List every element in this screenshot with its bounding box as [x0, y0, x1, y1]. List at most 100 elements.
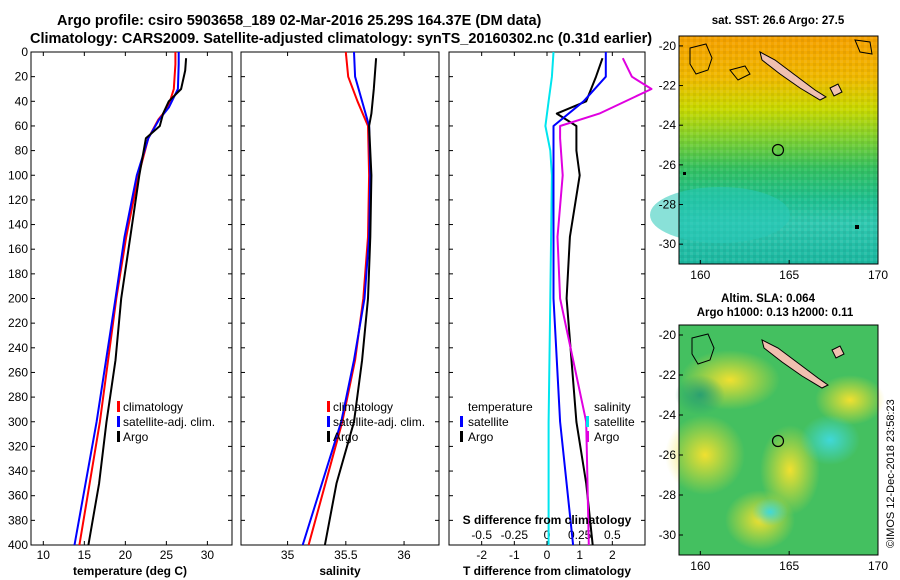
- y-tick-label: 260: [8, 365, 28, 379]
- x-tick-label: 30: [201, 548, 215, 562]
- x-tick-label: -1: [509, 548, 520, 562]
- series-line-s-argo: [556, 57, 653, 546]
- difference-xlabel: T difference from climatology: [463, 564, 631, 578]
- series-line-t-argo: [555, 57, 604, 546]
- y-tick-label: 140: [8, 218, 28, 232]
- x-tick-label: 20: [119, 548, 133, 562]
- sla-low-anomaly: [800, 415, 860, 465]
- sla-map-title-1: Altim. SLA: 0.064: [721, 293, 816, 305]
- legend-argo-swatch: [327, 431, 330, 442]
- lat-tick-label: -30: [659, 528, 677, 542]
- legend-climatology-swatch: [327, 401, 330, 412]
- lon-tick-label: 170: [868, 559, 888, 573]
- sla-map-title-2: Argo h1000: 0.13 h2000: 0.11: [697, 307, 854, 319]
- series-line-t-satellite: [544, 51, 555, 545]
- argo-location-marker: [771, 143, 785, 157]
- reef-outline: [689, 43, 713, 75]
- legend-argo-label: Argo: [333, 430, 359, 444]
- sla-high-anomaly: [665, 415, 745, 495]
- legend-s-satellite-label: satellite: [594, 415, 635, 429]
- legend-t-argo-swatch: [460, 431, 463, 442]
- lat-tick-label: -26: [659, 448, 677, 462]
- new-caledonia-island: [761, 339, 829, 389]
- sst-map: [650, 35, 879, 265]
- lon-tick-label: 170: [868, 268, 888, 282]
- series-line-s-satellite: [552, 52, 607, 546]
- plot-frame: [30, 51, 233, 546]
- salinity-xlabel: salinity: [319, 564, 361, 578]
- sst-map-title: sat. SST: 26.6 Argo: 27.5: [712, 15, 845, 27]
- y-tick-label: 340: [8, 464, 28, 478]
- y-tick-label: 380: [8, 513, 28, 527]
- lat-tick-label: -22: [659, 368, 677, 382]
- lat-tick-label: -26: [659, 158, 677, 172]
- x-top-tick-label: -0.5: [471, 528, 492, 542]
- reef-outline: [854, 39, 873, 55]
- x-tick-label: 10: [37, 548, 51, 562]
- legend-climatology-swatch: [117, 401, 120, 412]
- y-tick-label: 220: [8, 316, 28, 330]
- x-top-tick-label: 0.5: [604, 528, 621, 542]
- legend-s-argo-swatch: [586, 431, 589, 442]
- y-tick-label: 120: [8, 193, 28, 207]
- legend-satellite-swatch: [327, 416, 330, 427]
- legend-climatology-label: climatology: [333, 400, 393, 414]
- lat-tick-label: -28: [659, 198, 677, 212]
- reef-outline: [729, 65, 751, 81]
- x-tick-label: 35.5: [334, 548, 358, 562]
- legend-argo-swatch: [117, 431, 120, 442]
- legend-argo-label: Argo: [123, 430, 149, 444]
- x-top-tick-label: 0.25: [568, 528, 592, 542]
- y-tick-label: 20: [15, 70, 29, 84]
- plot-frame: [448, 51, 646, 546]
- sst-cool-patch: [650, 187, 790, 243]
- y-tick-label: 400: [8, 538, 28, 552]
- lat-tick-label: -28: [659, 488, 677, 502]
- sla-map: [665, 324, 885, 556]
- lat-tick-label: -24: [659, 408, 677, 422]
- reef-outline: [691, 333, 715, 365]
- sla-map-ticks: 160 165 170 -20 -22 -24 -26 -28 -30: [659, 328, 889, 573]
- x-tick-label: 25: [160, 548, 174, 562]
- y-tick-label: 60: [15, 119, 29, 133]
- series-line-argo: [87, 58, 188, 546]
- legend-t-satellite-label: satellite: [468, 415, 509, 429]
- loyalty-island: [829, 83, 843, 97]
- series-line-satellite-adj-clim-: [301, 51, 372, 546]
- y-tick-label: 320: [8, 439, 28, 453]
- sst-missing-pixel: [683, 172, 686, 175]
- lat-tick-label: -30: [659, 237, 677, 251]
- x-tick-label: 0: [544, 548, 551, 562]
- series-line-climatology: [78, 52, 177, 546]
- sst-map-ticks: 160 165 170 -20 -22 -24 -26 -28 -30: [659, 39, 889, 282]
- lat-tick-label: -20: [659, 328, 677, 342]
- y-tick-label: 0: [21, 45, 28, 59]
- sla-high-anomaly: [815, 375, 885, 425]
- legend-climatology-label: climatology: [123, 400, 183, 414]
- y-tick-label: 200: [8, 292, 28, 306]
- y-tick-label: 360: [8, 489, 28, 503]
- difference-top-xlabel: S difference from climatology: [463, 513, 632, 527]
- lon-tick-label: 165: [779, 559, 799, 573]
- series-line-satellite-adj-clim-: [73, 52, 180, 546]
- legend-t-satellite-swatch: [460, 416, 463, 427]
- new-caledonia-island: [759, 51, 828, 101]
- salinity-panel: 35 35.5 36: [240, 51, 440, 562]
- sst-map-frame: [678, 35, 879, 265]
- x-tick-label: 36: [397, 548, 411, 562]
- legend-s-satellite-swatch: [586, 416, 589, 427]
- lon-tick-label: 165: [779, 268, 799, 282]
- argo-location-marker: [771, 434, 785, 448]
- legend-s-argo-label: Argo: [594, 430, 620, 444]
- legend-satellite-label: satellite-adj. clim.: [123, 415, 215, 429]
- lon-tick-label: 160: [690, 268, 710, 282]
- series-line-argo: [323, 58, 378, 546]
- salinity-legend: climatology satellite-adj. clim. Argo: [327, 400, 425, 444]
- imos-credit: ©IMOS 12-Dec-2018 23:58:23: [885, 399, 897, 548]
- lon-tick-label: 160: [690, 559, 710, 573]
- sla-low-anomaly: [752, 498, 788, 526]
- sst-missing-pixel: [855, 225, 859, 229]
- x-tick-label: -2: [476, 548, 487, 562]
- y-tick-label: 80: [15, 144, 29, 158]
